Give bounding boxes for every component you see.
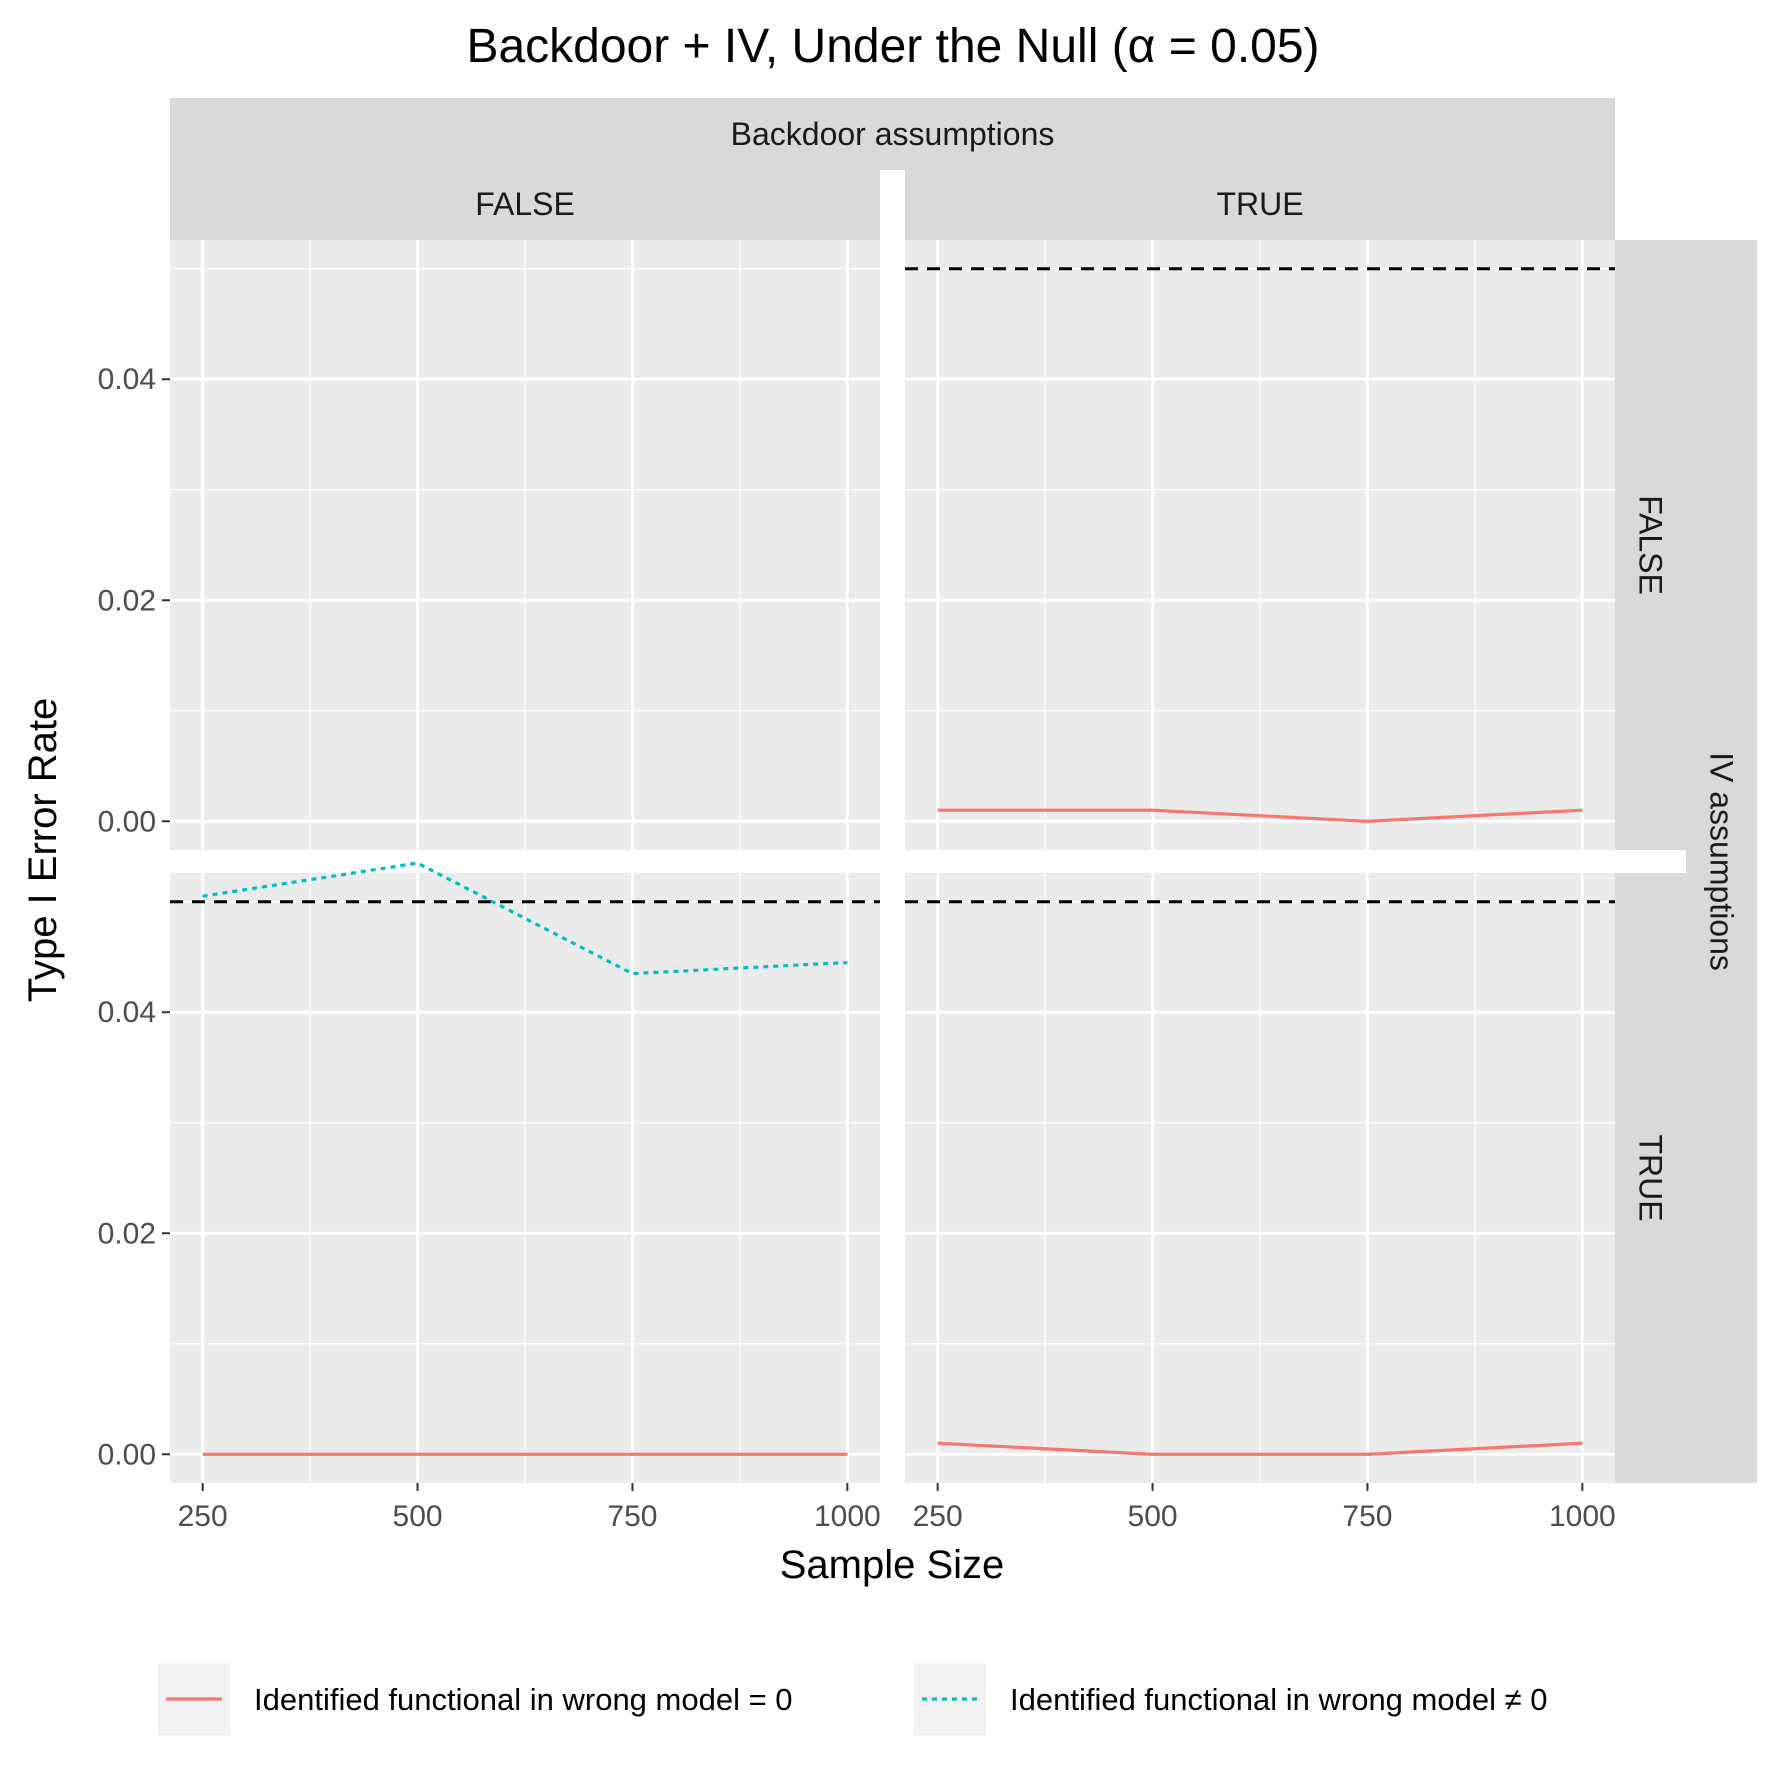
x-tick-label: 500 [393, 1500, 443, 1533]
facet-row-title: IV assumptions [1704, 752, 1740, 971]
y-tick-label: 0.04 [98, 363, 156, 396]
x-tick-label: 1000 [1549, 1500, 1616, 1533]
y-tick-label: 0.00 [98, 805, 156, 838]
x-tick-label: 750 [607, 1500, 657, 1533]
facet-panel [170, 861, 880, 1483]
x-tick-label: 500 [1128, 1500, 1178, 1533]
y-tick-label: 0.00 [98, 1438, 156, 1471]
x-axis-title: Sample Size [780, 1543, 1005, 1587]
facet-col-title: Backdoor assumptions [731, 116, 1055, 152]
legend-label: Identified functional in wrong model ≠ 0 [1010, 1682, 1547, 1717]
facet-row-strip [1615, 873, 1686, 1483]
facet-panel [170, 240, 880, 850]
y-tick-label: 0.04 [98, 996, 156, 1029]
legend-label: Identified functional in wrong model = 0 [254, 1682, 793, 1717]
y-tick-label: 0.02 [98, 1217, 156, 1250]
facet-row-label: TRUE [1633, 1134, 1669, 1221]
series-line [937, 1441, 1583, 1456]
x-tick-label: 250 [913, 1500, 963, 1533]
facet-row-strip [1615, 240, 1686, 850]
legend: Identified functional in wrong model = 0… [158, 1663, 1547, 1735]
facet-row-label: FALSE [1633, 495, 1669, 595]
facet-col-label: FALSE [475, 186, 575, 222]
facet-col-strip [170, 170, 880, 240]
chart-title: Backdoor + IV, Under the Null (α = 0.05) [466, 20, 1319, 73]
legend-item: Identified functional in wrong model ≠ 0 [914, 1663, 1547, 1735]
facet-col-strip [905, 170, 1615, 240]
facet-panel [905, 873, 1615, 1483]
y-axis-title: Type I Error Rate [21, 698, 65, 1003]
x-tick-label: 250 [178, 1500, 228, 1533]
x-tick-label: 750 [1342, 1500, 1392, 1533]
panels-layer: Backdoor assumptions FALSE TRUE FALSE TRUE IV… [98, 98, 1757, 1533]
facet-panel [905, 240, 1615, 850]
series-line [937, 808, 1583, 823]
x-tick-label: 1000 [814, 1500, 881, 1533]
legend-item: Identified functional in wrong model = 0 [158, 1663, 793, 1735]
y-tick-label: 0.02 [98, 584, 156, 617]
facet-col-label: TRUE [1216, 186, 1303, 222]
facet-row-title-strip [1686, 240, 1757, 1483]
facet-col-title-strip [170, 98, 1615, 170]
